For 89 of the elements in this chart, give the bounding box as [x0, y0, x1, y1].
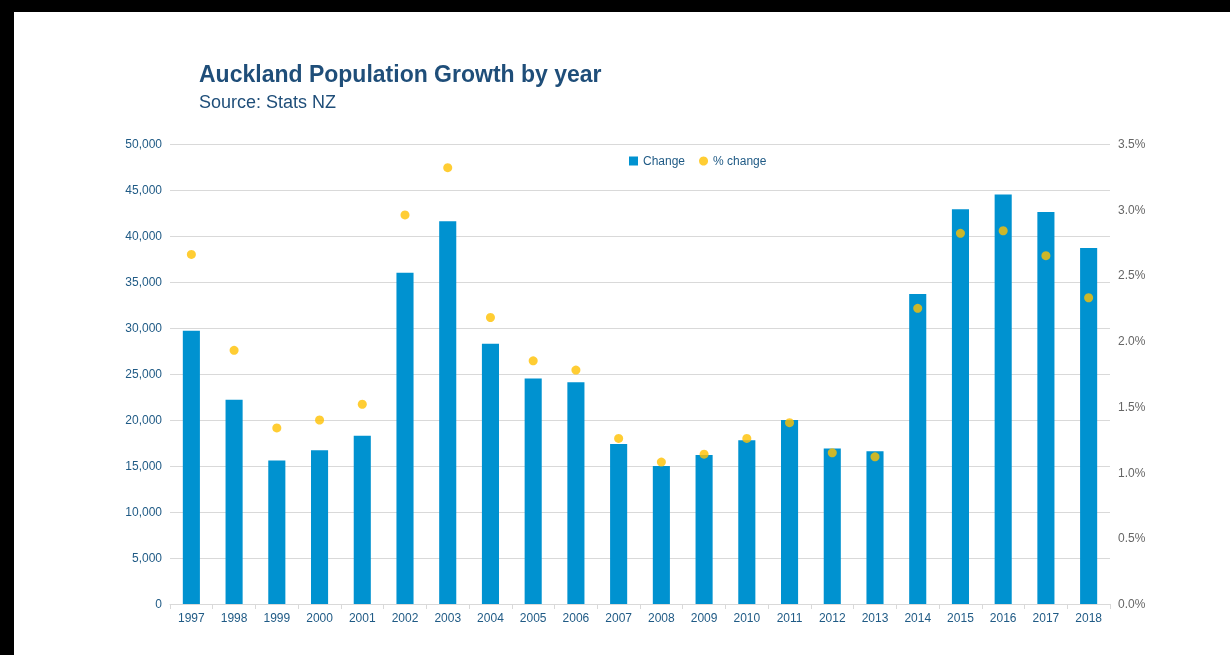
- y-tick-label: 0: [155, 597, 163, 611]
- x-tick-label: 2011: [776, 611, 803, 625]
- bar: [396, 272, 414, 604]
- y-tick-label: 15,000: [125, 459, 163, 473]
- x-tick-label: 1998: [220, 611, 248, 625]
- y2-tick-label: 2.0%: [1118, 334, 1146, 349]
- point: [870, 452, 880, 462]
- bar: [738, 440, 756, 604]
- y2-tick-label: 3.0%: [1118, 202, 1146, 217]
- y-tick-label: 10,000: [125, 505, 163, 519]
- y-tick-label: 5,000: [131, 551, 163, 565]
- point: [272, 423, 282, 433]
- chart-title: Auckland Population Growth by year: [199, 60, 602, 87]
- point: [443, 163, 453, 173]
- y2-tick-label: 1.5%: [1118, 399, 1146, 414]
- x-tick-label: 2012: [818, 611, 846, 625]
- bar: [567, 382, 585, 604]
- x-tick-label: 2009: [690, 611, 718, 625]
- bar: [353, 435, 371, 604]
- bar: [311, 450, 329, 604]
- bar: [225, 399, 243, 604]
- point: [571, 365, 581, 375]
- y2-tick-label: 0.0%: [1118, 597, 1146, 611]
- x-tick-label: 2005: [519, 611, 547, 625]
- x-tick-label: 1997: [178, 611, 206, 625]
- x-tick-label: 2000: [306, 611, 334, 625]
- x-tick-label: 2008: [648, 611, 676, 625]
- y-tick-label: 45,000: [125, 183, 163, 197]
- x-tick-label: 2007: [605, 611, 633, 625]
- bar: [268, 460, 286, 604]
- bar: [781, 420, 799, 604]
- x-tick-label: 2010: [733, 611, 761, 625]
- bar: [1037, 212, 1055, 604]
- x-tick-label: 2015: [947, 611, 975, 625]
- bar: [695, 454, 713, 604]
- x-tick-label: 2018: [1075, 611, 1103, 625]
- bar: [439, 221, 457, 604]
- x-tick-label: 2006: [562, 611, 590, 625]
- bar: [524, 378, 542, 604]
- legend-label: Change: [643, 154, 686, 168]
- legend-label: % change: [713, 154, 767, 168]
- bar: [652, 466, 670, 604]
- point: [656, 457, 666, 467]
- x-tick-label: 2017: [1032, 611, 1060, 625]
- bar: [866, 451, 884, 604]
- bar: [951, 209, 969, 604]
- point: [785, 418, 795, 428]
- bar: [994, 194, 1012, 604]
- point: [614, 433, 624, 443]
- point: [400, 210, 410, 220]
- y-tick-label: 25,000: [125, 367, 163, 381]
- x-tick-label: 2004: [477, 611, 505, 625]
- point: [827, 448, 837, 458]
- bar: [182, 330, 200, 604]
- x-tick-label: 2003: [434, 611, 462, 625]
- bar: [610, 443, 628, 604]
- point: [229, 345, 239, 355]
- y-tick-label: 35,000: [125, 275, 163, 289]
- point: [528, 356, 538, 366]
- y2-tick-label: 3.5%: [1118, 137, 1146, 151]
- x-tick-label: 2002: [391, 611, 419, 625]
- y2-tick-label: 0.5%: [1118, 531, 1146, 546]
- x-tick-label: 1999: [263, 611, 291, 625]
- x-tick-label: 2013: [861, 611, 889, 625]
- point: [955, 228, 965, 238]
- point: [1084, 293, 1094, 303]
- point: [186, 249, 196, 259]
- y-tick-label: 20,000: [125, 413, 163, 427]
- point: [998, 226, 1008, 236]
- x-tick-label: 2016: [989, 611, 1017, 625]
- point: [699, 449, 709, 459]
- y2-tick-label: 1.0%: [1118, 465, 1146, 480]
- bar: [823, 448, 841, 604]
- point: [1041, 251, 1051, 261]
- bar: [481, 343, 499, 604]
- point: [315, 415, 325, 425]
- y-tick-label: 40,000: [125, 229, 163, 243]
- chart-subtitle: Source: Stats NZ: [199, 92, 337, 112]
- point: [742, 433, 752, 443]
- bar: [1080, 247, 1098, 604]
- point: [357, 399, 367, 409]
- x-tick-label: 2001: [348, 611, 376, 625]
- point: [485, 312, 495, 322]
- y2-tick-label: 2.5%: [1118, 268, 1146, 283]
- y-tick-label: 30,000: [125, 321, 163, 335]
- bar: [909, 293, 927, 604]
- y-tick-label: 50,000: [125, 137, 163, 151]
- point: [913, 303, 923, 313]
- x-tick-label: 2014: [904, 611, 932, 625]
